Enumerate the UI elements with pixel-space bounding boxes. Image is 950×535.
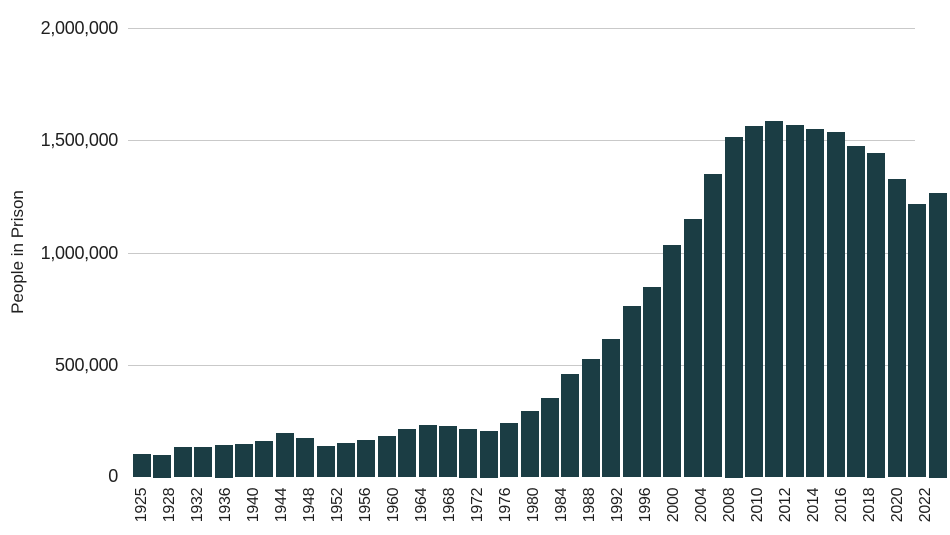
bar bbox=[377, 435, 396, 478]
x-tick-label: 2016 bbox=[833, 487, 850, 523]
x-tick-label: 2010 bbox=[749, 487, 766, 523]
x-tick-label: 1996 bbox=[637, 487, 654, 523]
bar bbox=[683, 219, 702, 478]
bar bbox=[194, 447, 213, 478]
x-tick-label: 1948 bbox=[301, 487, 318, 523]
bar bbox=[296, 438, 315, 478]
gridline bbox=[128, 28, 915, 29]
x-tick-label: 1964 bbox=[413, 487, 430, 523]
bar bbox=[887, 178, 906, 478]
bar bbox=[643, 286, 661, 478]
bar bbox=[479, 430, 498, 478]
bar bbox=[663, 245, 682, 478]
bar bbox=[724, 137, 743, 478]
bar bbox=[928, 192, 947, 478]
x-tick-label: 1952 bbox=[329, 487, 346, 523]
bar bbox=[275, 433, 294, 478]
x-tick-label: 1972 bbox=[469, 487, 486, 523]
gridline bbox=[128, 140, 915, 141]
x-tick-label: 1936 bbox=[217, 487, 234, 523]
x-tick-label: 1988 bbox=[581, 487, 598, 523]
gridline bbox=[128, 253, 915, 254]
x-tick-label: 2000 bbox=[665, 487, 682, 523]
x-tick-label: 1940 bbox=[245, 487, 262, 523]
x-tick-label: 2008 bbox=[721, 487, 738, 523]
x-tick-label: 1932 bbox=[189, 487, 206, 523]
bar bbox=[173, 446, 192, 478]
bar bbox=[745, 125, 763, 478]
bar bbox=[908, 204, 927, 478]
bar bbox=[847, 145, 865, 478]
y-tick-label: 2,000,000 bbox=[40, 18, 119, 38]
x-tick-label: 1992 bbox=[609, 487, 626, 523]
bar bbox=[541, 397, 559, 478]
x-tick-label: 2012 bbox=[777, 487, 794, 523]
bar bbox=[153, 455, 172, 478]
x-tick-label: 1956 bbox=[357, 487, 374, 523]
bar bbox=[561, 374, 580, 478]
bar bbox=[235, 444, 253, 478]
bar bbox=[357, 439, 376, 478]
bar bbox=[500, 423, 519, 478]
x-tick-label: 1968 bbox=[441, 487, 458, 523]
bar bbox=[459, 428, 478, 478]
bar bbox=[520, 411, 539, 478]
x-tick-label: 1984 bbox=[553, 487, 570, 523]
x-tick-label: 1980 bbox=[525, 487, 542, 523]
x-tick-label: 2022 bbox=[917, 487, 934, 523]
y-tick-label: 1,500,000 bbox=[40, 130, 119, 150]
bar bbox=[316, 445, 335, 478]
bar bbox=[622, 305, 641, 478]
bar bbox=[133, 454, 151, 478]
x-tick-label: 1960 bbox=[385, 487, 402, 523]
bar bbox=[337, 443, 355, 478]
x-tick-label: 2020 bbox=[889, 487, 906, 523]
y-tick-label: 500,000 bbox=[55, 355, 118, 375]
bar bbox=[398, 429, 417, 478]
bar bbox=[255, 441, 274, 478]
bar bbox=[806, 129, 825, 478]
x-tick-label: 1928 bbox=[161, 487, 178, 523]
x-tick-label: 1925 bbox=[133, 487, 150, 523]
bar bbox=[867, 152, 886, 478]
bar bbox=[826, 132, 845, 478]
gridline bbox=[128, 365, 915, 366]
x-tick-label: 1976 bbox=[497, 487, 514, 523]
bar bbox=[439, 425, 457, 478]
bar bbox=[765, 120, 784, 478]
x-tick-label: 2004 bbox=[693, 487, 710, 523]
x-tick-label: 1944 bbox=[273, 487, 290, 523]
bar bbox=[581, 359, 600, 478]
x-tick-label: 2018 bbox=[861, 487, 878, 523]
bar bbox=[704, 174, 723, 478]
x-tick-label: 2014 bbox=[805, 487, 822, 523]
bar bbox=[785, 124, 804, 478]
bar bbox=[418, 425, 437, 478]
y-tick-label: 1,000,000 bbox=[40, 243, 119, 263]
y-tick-label: 0 bbox=[108, 466, 118, 486]
bar bbox=[602, 339, 621, 478]
bar bbox=[214, 444, 233, 478]
